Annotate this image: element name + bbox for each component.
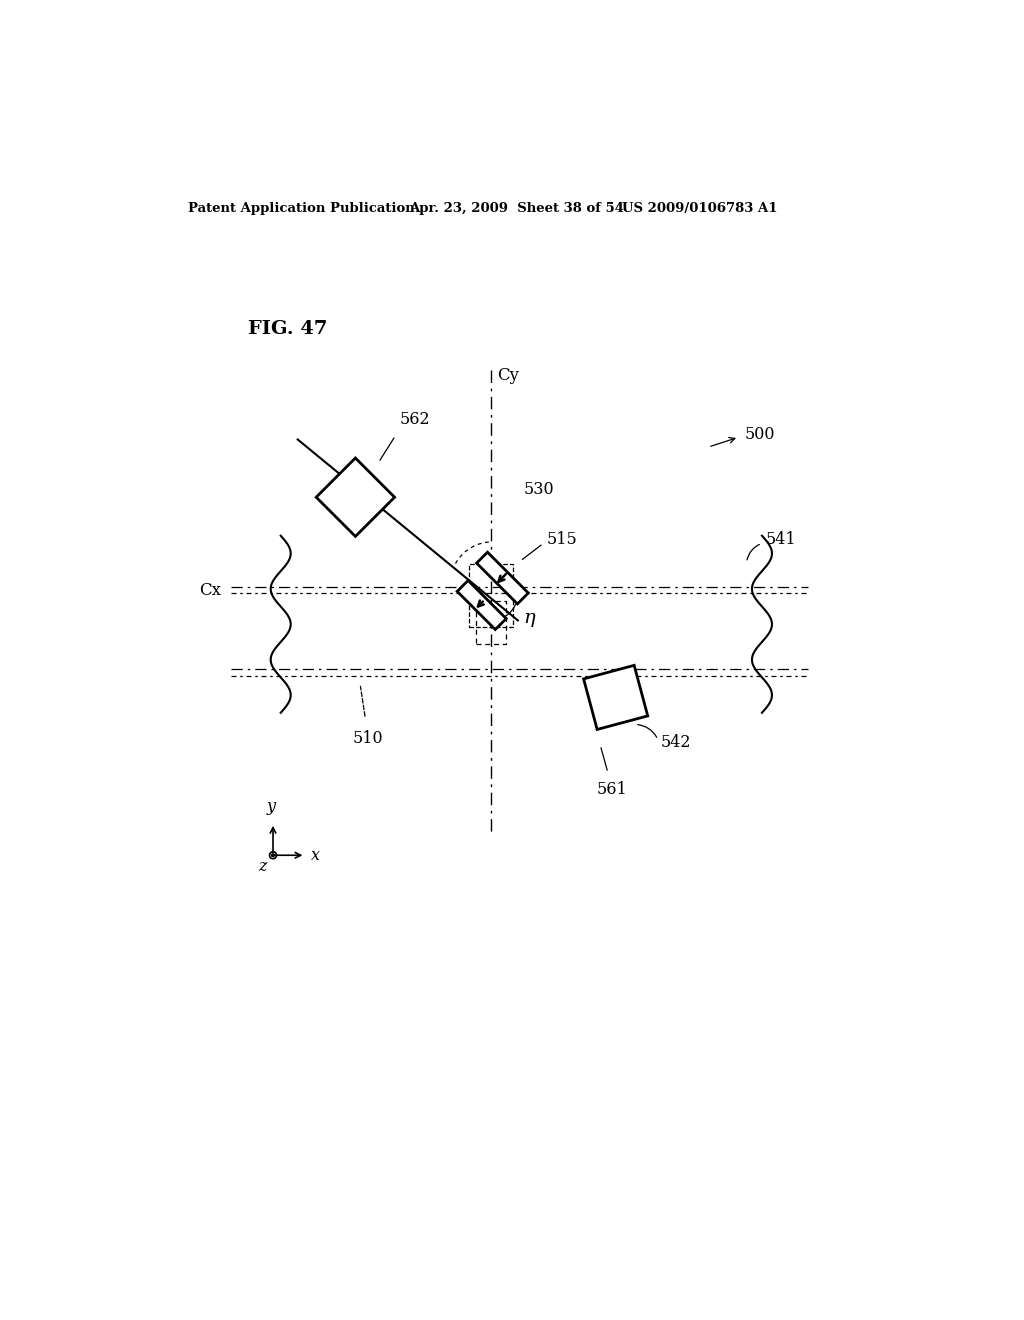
Text: 542: 542 (660, 734, 691, 751)
Text: 530: 530 (523, 480, 554, 498)
Text: Apr. 23, 2009  Sheet 38 of 54: Apr. 23, 2009 Sheet 38 of 54 (410, 202, 625, 215)
Text: x: x (310, 846, 319, 863)
Text: 510: 510 (352, 730, 383, 747)
Polygon shape (584, 665, 648, 730)
Polygon shape (457, 581, 506, 630)
Text: 562: 562 (400, 411, 431, 428)
Text: z: z (258, 858, 266, 875)
Text: 515: 515 (547, 531, 578, 548)
Text: US 2009/0106783 A1: US 2009/0106783 A1 (622, 202, 777, 215)
Circle shape (271, 854, 274, 857)
Text: 541: 541 (766, 531, 797, 548)
Polygon shape (316, 458, 394, 536)
Bar (469, 564, 513, 627)
Text: 500: 500 (744, 425, 775, 442)
Text: 561: 561 (596, 780, 627, 797)
Text: FIG. 47: FIG. 47 (248, 321, 327, 338)
Polygon shape (476, 552, 528, 605)
Text: Cx: Cx (200, 582, 221, 599)
Text: y: y (267, 799, 276, 816)
Text: η: η (523, 609, 535, 627)
Bar (475, 601, 506, 644)
Text: Patent Application Publication: Patent Application Publication (188, 202, 415, 215)
Text: Cy: Cy (497, 367, 519, 384)
